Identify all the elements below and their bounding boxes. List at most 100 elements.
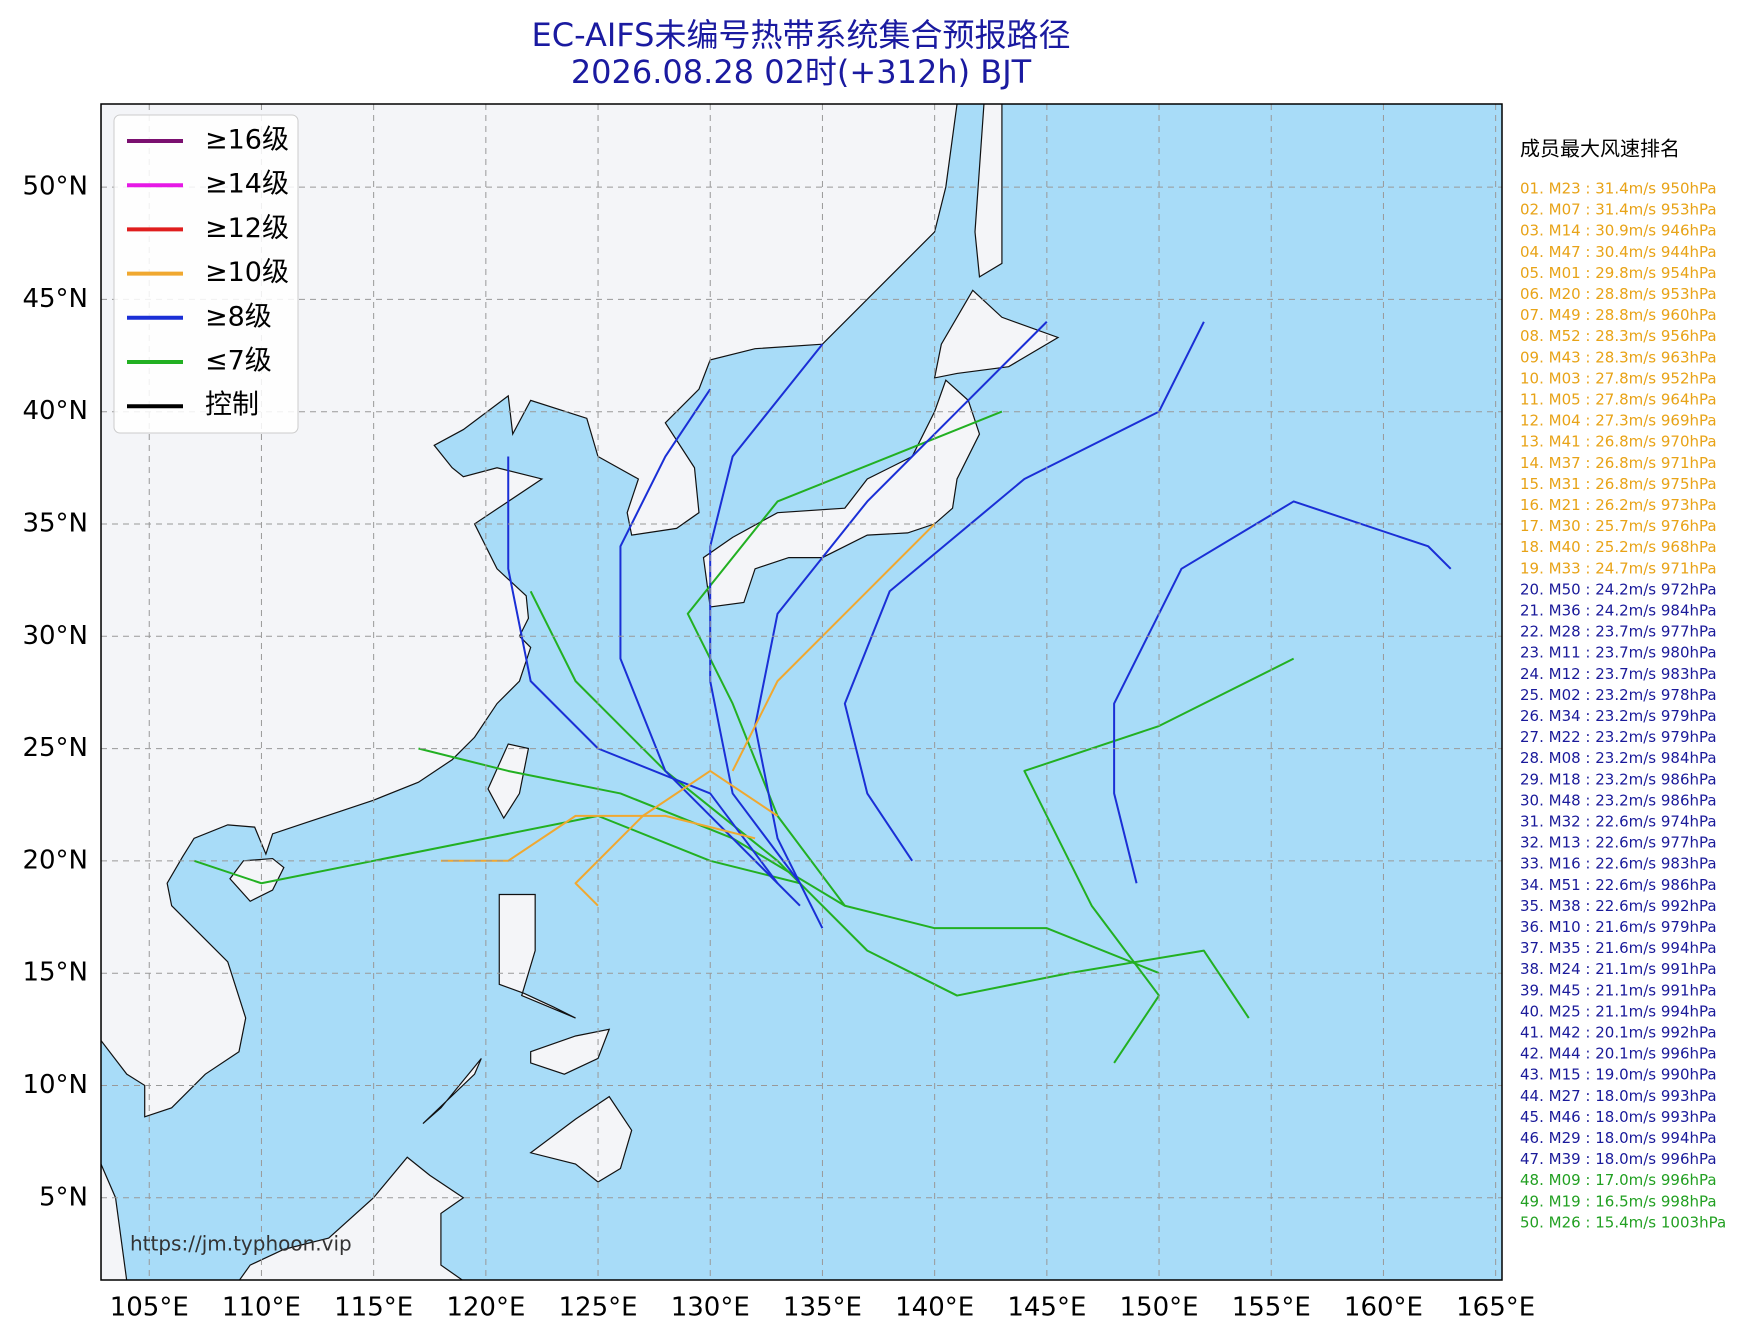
ranking-entry: 35. M38 : 22.6m/s 992hPa: [1520, 897, 1717, 915]
ranking-entry: 23. M11 : 23.7m/s 980hPa: [1520, 644, 1717, 662]
lon-tick-label: 135°E: [783, 1293, 862, 1323]
ranking-entry: 48. M09 : 17.0m/s 996hPa: [1520, 1171, 1717, 1189]
palawan: [423, 1058, 481, 1123]
lon-tick-label: 110°E: [222, 1293, 301, 1323]
ranking-entry: 10. M03 : 27.8m/s 952hPa: [1520, 369, 1717, 387]
ranking-entry: 45. M46 : 18.0m/s 993hPa: [1520, 1108, 1717, 1126]
sakhalin: [975, 104, 1002, 277]
ranking-entry: 28. M08 : 23.2m/s 984hPa: [1520, 749, 1717, 767]
ranking-entry: 49. M19 : 16.5m/s 998hPa: [1520, 1192, 1717, 1210]
legend-label: ≥12级: [205, 213, 289, 244]
ranking-entry: 40. M25 : 21.1m/s 994hPa: [1520, 1002, 1717, 1020]
source-watermark: https://jm.typhoon.vip: [130, 1232, 352, 1256]
lat-tick-label: 30°N: [22, 621, 88, 651]
lat-tick-label: 45°N: [22, 284, 88, 314]
ranking-entry: 07. M49 : 28.8m/s 960hPa: [1520, 306, 1717, 324]
lat-tick-label: 20°N: [22, 845, 88, 875]
subtitle: 2026.08.28 02时(+312h) BJT: [571, 53, 1032, 91]
mindanao: [531, 1097, 632, 1182]
lon-tick-label: 150°E: [1120, 1293, 1199, 1323]
lat-tick-label: 40°N: [22, 396, 88, 426]
lon-tick-label: 145°E: [1007, 1293, 1086, 1323]
legend-label: 控制: [205, 390, 259, 421]
ranking-entry: 50. M26 : 15.4m/s 1003hPa: [1520, 1213, 1726, 1231]
track: [576, 771, 778, 906]
ranking-entry: 11. M05 : 27.8m/s 964hPa: [1520, 391, 1717, 409]
lon-tick-label: 125°E: [559, 1293, 638, 1323]
ranking-entry: 26. M34 : 23.2m/s 979hPa: [1520, 707, 1717, 725]
ranking-entry: 36. M10 : 21.6m/s 979hPa: [1520, 918, 1717, 936]
ranking-entry: 06. M20 : 28.8m/s 953hPa: [1520, 285, 1717, 303]
ranking-entry: 19. M33 : 24.7m/s 971hPa: [1520, 559, 1717, 577]
lat-tick-label: 25°N: [22, 733, 88, 763]
legend-label: ≥14级: [205, 169, 289, 200]
ranking-entry: 22. M28 : 23.7m/s 977hPa: [1520, 623, 1717, 641]
lon-tick-label: 140°E: [895, 1293, 974, 1323]
ranking-entry: 29. M18 : 23.2m/s 986hPa: [1520, 770, 1717, 788]
ranking-entry: 16. M21 : 26.2m/s 973hPa: [1520, 496, 1717, 514]
track: [441, 816, 755, 861]
visayas: [531, 1029, 610, 1074]
ranking-entry: 44. M27 : 18.0m/s 993hPa: [1520, 1087, 1717, 1105]
ranking-entry: 04. M47 : 30.4m/s 944hPa: [1520, 243, 1717, 261]
ranking-entry: 24. M12 : 23.7m/s 983hPa: [1520, 665, 1717, 683]
ranking-entry: 31. M32 : 22.6m/s 974hPa: [1520, 813, 1717, 831]
ranking-entry: 30. M48 : 23.2m/s 986hPa: [1520, 791, 1717, 809]
ranking-entry: 15. M31 : 26.8m/s 975hPa: [1520, 475, 1717, 493]
lon-tick-label: 160°E: [1344, 1293, 1423, 1323]
legend-label: ≤7级: [205, 346, 272, 377]
ranking-entry: 13. M41 : 26.8m/s 970hPa: [1520, 433, 1717, 451]
lon-tick-label: 130°E: [671, 1293, 750, 1323]
lon-tick-label: 120°E: [446, 1293, 525, 1323]
honshu: [703, 380, 979, 607]
legend-box: [113, 114, 299, 434]
ranking-entry: 20. M50 : 24.2m/s 972hPa: [1520, 580, 1717, 598]
ranking: 01. M23 : 31.4m/s 950hPa 02. M07 : 31.4m/…: [1520, 180, 1726, 1232]
lat-tick-label: 35°N: [22, 509, 88, 539]
ranking-entry: 01. M23 : 31.4m/s 950hPa: [1520, 180, 1717, 198]
ranking-entry: 38. M24 : 21.1m/s 991hPa: [1520, 960, 1717, 978]
legend-label: ≥8级: [205, 301, 272, 332]
hokkaido: [935, 290, 1058, 378]
taiwan: [488, 744, 528, 818]
ranking-entry: 41. M42 : 20.1m/s 992hPa: [1520, 1024, 1717, 1042]
track: [531, 591, 1249, 1018]
ranking-entry: 37. M35 : 21.6m/s 994hPa: [1520, 939, 1717, 957]
mainland: [101, 104, 957, 1117]
legend-label: ≥10级: [205, 257, 289, 288]
ranking-entry: 46. M29 : 18.0m/s 994hPa: [1520, 1129, 1717, 1147]
track: [1024, 659, 1293, 1063]
ranking-entry: 32. M13 : 22.6m/s 977hPa: [1520, 834, 1717, 852]
ranking-entry: 39. M45 : 21.1m/s 991hPa: [1520, 981, 1717, 999]
lon-tick-label: 165°E: [1456, 1293, 1535, 1323]
lon-tick-label: 155°E: [1232, 1293, 1311, 1323]
title: EC-AIFS未编号热带系统集合预报路径: [532, 16, 1071, 54]
ranking-entry: 43. M15 : 19.0m/s 990hPa: [1520, 1066, 1717, 1084]
grid: [101, 104, 1502, 1280]
ranking-entry: 33. M16 : 22.6m/s 983hPa: [1520, 855, 1717, 873]
track: [508, 457, 777, 884]
ranking-entry: 03. M14 : 30.9m/s 946hPa: [1520, 222, 1717, 240]
ranking-entry: 47. M39 : 18.0m/s 996hPa: [1520, 1150, 1717, 1168]
ranking-entry: 17. M30 : 25.7m/s 976hPa: [1520, 517, 1717, 535]
ranking-entry: 02. M07 : 31.4m/s 953hPa: [1520, 201, 1717, 219]
ranking-entry: 42. M44 : 20.1m/s 996hPa: [1520, 1045, 1717, 1063]
map-frame: [100, 103, 1503, 1281]
ranking-entry: 18. M40 : 25.2m/s 968hPa: [1520, 538, 1717, 556]
track: [1114, 501, 1451, 883]
ranking-entry: 08. M52 : 28.3m/s 956hPa: [1520, 327, 1717, 345]
track: [620, 389, 800, 906]
ranking-entry: 25. M02 : 23.2m/s 978hPa: [1520, 686, 1717, 704]
ranking-entry: 21. M36 : 24.2m/s 984hPa: [1520, 602, 1717, 620]
track: [755, 322, 1047, 928]
borneo: [239, 1157, 463, 1280]
hainan: [230, 859, 284, 902]
ranking-entry: 27. M22 : 23.2m/s 979hPa: [1520, 728, 1717, 746]
lon-tick-label: 115°E: [334, 1293, 413, 1323]
ranking-title: 成员最大风速排名: [1520, 137, 1680, 161]
ranking-entry: 09. M43 : 28.3m/s 963hPa: [1520, 348, 1717, 366]
ranking-entry: 34. M51 : 22.6m/s 986hPa: [1520, 876, 1717, 894]
lat-tick-label: 50°N: [22, 172, 88, 202]
